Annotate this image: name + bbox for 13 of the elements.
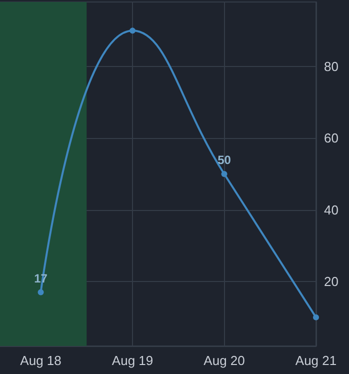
x-tick-label: Aug 19	[112, 353, 154, 368]
point	[38, 289, 44, 296]
x-tick-label: Aug 18	[20, 353, 62, 368]
y-tick-label: 80	[324, 59, 338, 74]
y-tick-label: 40	[324, 202, 338, 218]
point	[221, 171, 228, 177]
point	[130, 28, 136, 34]
y-tick-label: 20	[324, 274, 338, 289]
x-tick-label: Aug 21	[295, 353, 337, 368]
point	[313, 314, 319, 320]
y-tick-label: 60	[324, 130, 338, 146]
data-label: 50	[218, 153, 232, 167]
x-tick-label: Aug 20	[204, 353, 245, 368]
